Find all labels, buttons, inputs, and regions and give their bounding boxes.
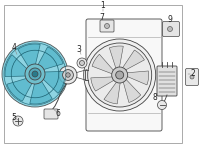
Circle shape xyxy=(80,61,84,66)
Circle shape xyxy=(13,116,23,126)
Polygon shape xyxy=(122,50,144,70)
FancyBboxPatch shape xyxy=(186,69,198,86)
FancyBboxPatch shape xyxy=(100,20,114,32)
FancyBboxPatch shape xyxy=(4,5,182,143)
Circle shape xyxy=(116,71,124,79)
FancyBboxPatch shape xyxy=(86,19,162,131)
Text: 2: 2 xyxy=(191,70,195,78)
Text: 7: 7 xyxy=(100,12,104,21)
Polygon shape xyxy=(18,44,40,67)
Text: 4: 4 xyxy=(12,42,16,51)
Text: 5: 5 xyxy=(12,112,16,122)
Text: 1: 1 xyxy=(101,1,105,10)
Polygon shape xyxy=(91,77,115,91)
Circle shape xyxy=(77,58,87,68)
Circle shape xyxy=(168,26,172,31)
Circle shape xyxy=(190,75,194,79)
Text: 6: 6 xyxy=(56,108,60,117)
Polygon shape xyxy=(5,55,27,77)
Circle shape xyxy=(59,66,77,84)
Circle shape xyxy=(66,73,70,77)
Polygon shape xyxy=(104,81,120,104)
Polygon shape xyxy=(43,71,65,93)
Circle shape xyxy=(88,43,152,107)
Circle shape xyxy=(63,70,73,80)
FancyBboxPatch shape xyxy=(162,21,180,36)
Circle shape xyxy=(2,41,68,107)
Polygon shape xyxy=(7,78,32,101)
Text: 3: 3 xyxy=(77,45,81,54)
FancyBboxPatch shape xyxy=(157,66,177,96)
Circle shape xyxy=(32,71,38,77)
Polygon shape xyxy=(123,79,141,102)
FancyBboxPatch shape xyxy=(44,109,58,119)
Polygon shape xyxy=(109,46,123,69)
Circle shape xyxy=(158,101,166,110)
Polygon shape xyxy=(126,71,149,85)
Polygon shape xyxy=(30,81,52,104)
Circle shape xyxy=(112,67,128,83)
Circle shape xyxy=(104,24,110,29)
Text: 8: 8 xyxy=(153,92,157,101)
Polygon shape xyxy=(92,54,114,74)
Text: 9: 9 xyxy=(168,15,172,24)
Circle shape xyxy=(29,68,41,80)
Circle shape xyxy=(84,39,156,111)
Polygon shape xyxy=(38,47,63,70)
Circle shape xyxy=(25,64,45,84)
